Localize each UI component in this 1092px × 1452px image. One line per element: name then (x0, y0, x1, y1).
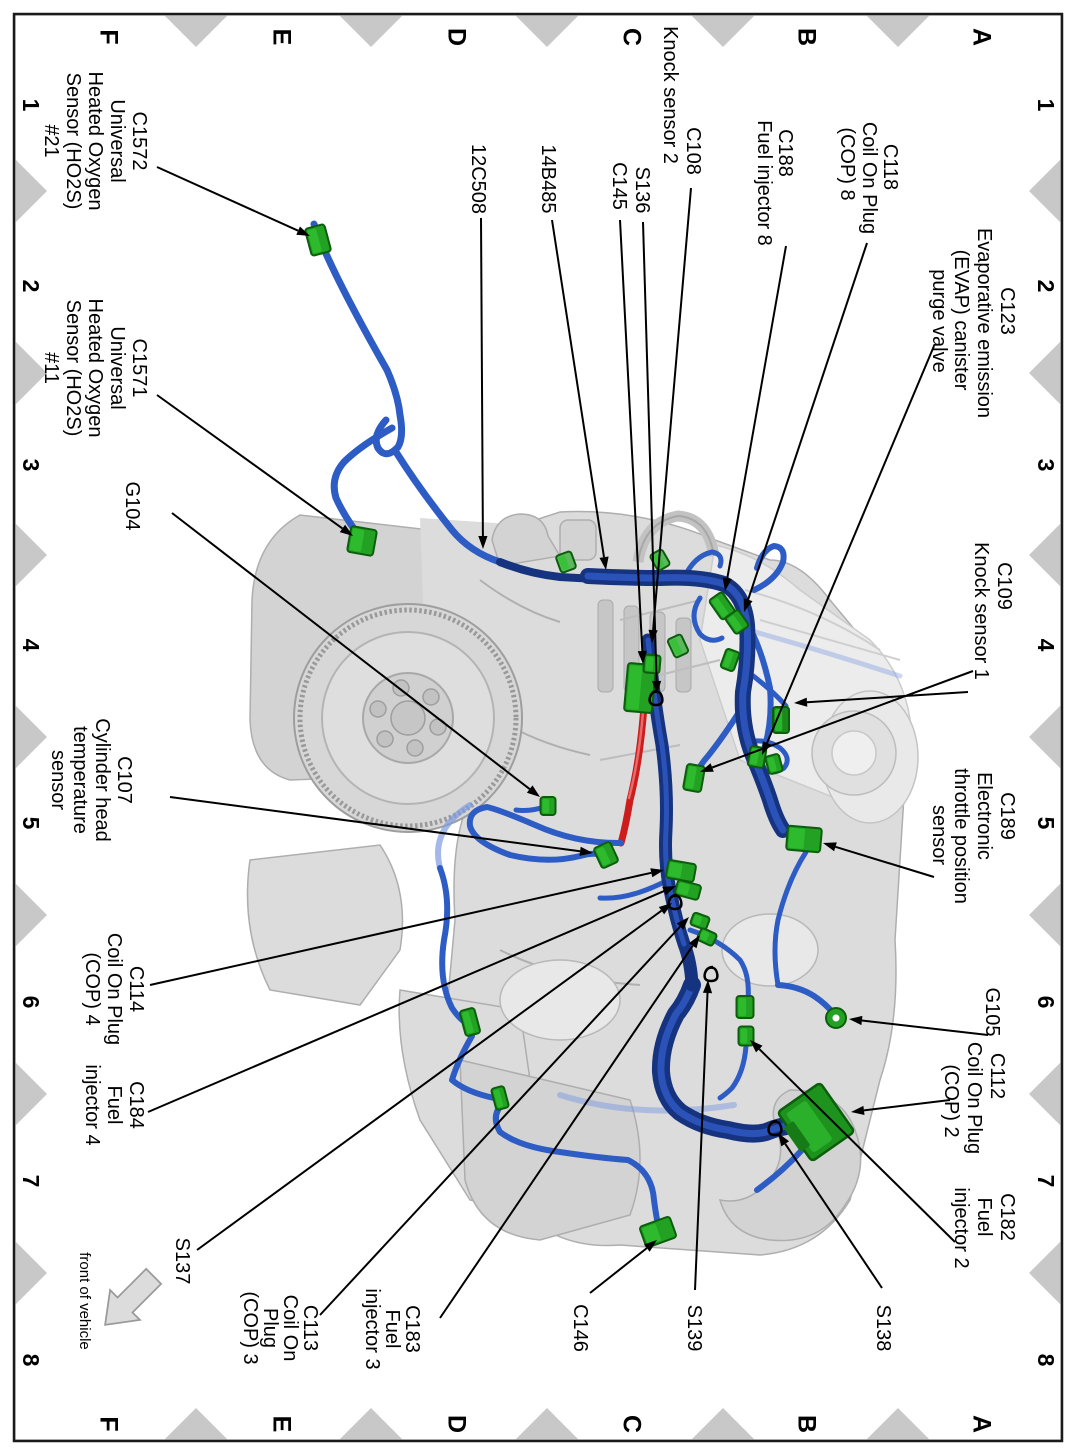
svg-text:D: D (442, 28, 470, 46)
svg-text:(EVAP) canister: (EVAP) canister (950, 250, 972, 391)
svg-text:Fuel: Fuel (381, 1310, 403, 1349)
svg-text:C123: C123 (996, 287, 1018, 335)
svg-text:C184: C184 (125, 1081, 147, 1129)
svg-text:sensor: sensor (928, 805, 950, 865)
svg-text:G104: G104 (121, 482, 143, 531)
svg-text:8: 8 (18, 1354, 44, 1367)
svg-text:C188: C188 (774, 129, 796, 177)
svg-text:C109: C109 (993, 562, 1015, 610)
svg-text:Fuel injector 8: Fuel injector 8 (753, 120, 775, 246)
svg-text:C1571: C1571 (128, 339, 150, 398)
svg-text:C113: C113 (299, 1305, 321, 1351)
svg-text:#11: #11 (40, 352, 62, 384)
svg-text:Fuel: Fuel (103, 1086, 125, 1125)
svg-text:2: 2 (1033, 280, 1059, 293)
svg-text:Electronic: Electronic (973, 772, 995, 860)
svg-text:12C508: 12C508 (467, 144, 489, 214)
svg-text:Fuel: Fuel (973, 1198, 995, 1237)
svg-text:1: 1 (18, 99, 44, 112)
svg-text:purge valve: purge valve (928, 269, 950, 372)
svg-text:5: 5 (18, 817, 44, 830)
svg-text:C146: C146 (569, 1304, 591, 1352)
svg-text:(COP) 2: (COP) 2 (940, 1064, 962, 1137)
svg-text:C: C (617, 1415, 645, 1433)
svg-text:14B485: 14B485 (537, 145, 559, 214)
svg-text:C1572: C1572 (128, 112, 150, 171)
svg-text:C: C (617, 28, 645, 46)
svg-text:4: 4 (18, 639, 44, 652)
svg-text:C182: C182 (996, 1193, 1018, 1241)
svg-text:Heated Oxygen: Heated Oxygen (84, 72, 106, 211)
svg-text:5: 5 (1033, 817, 1059, 830)
svg-text:Universal: Universal (106, 99, 128, 182)
svg-text:(COP) 4: (COP) 4 (81, 952, 103, 1025)
svg-text:C112: C112 (986, 1053, 1008, 1099)
svg-text:sensor: sensor (47, 750, 69, 810)
svg-text:Coil On Plug: Coil On Plug (103, 933, 125, 1045)
svg-text:B: B (792, 1415, 820, 1433)
svg-text:Universal: Universal (106, 326, 128, 409)
svg-text:injector 3: injector 3 (361, 1288, 383, 1369)
svg-text:S136: S136 (631, 167, 653, 214)
svg-text:C145: C145 (608, 162, 630, 210)
svg-text:F: F (94, 29, 122, 44)
svg-text:7: 7 (1033, 1175, 1059, 1188)
svg-text:C189: C189 (996, 792, 1018, 840)
svg-text:A: A (967, 28, 995, 46)
svg-text:Coil On Plug: Coil On Plug (963, 1042, 985, 1154)
svg-text:S139: S139 (683, 1305, 705, 1352)
svg-text:Evaporative emission: Evaporative emission (973, 228, 995, 418)
svg-text:E: E (267, 29, 295, 46)
svg-text:D: D (442, 1415, 470, 1433)
svg-text:(COP) 3: (COP) 3 (239, 1291, 261, 1364)
svg-text:8: 8 (1033, 1354, 1059, 1367)
svg-text:throttle position: throttle position (950, 768, 972, 904)
svg-text:S138: S138 (872, 1305, 894, 1352)
svg-text:Sensor (HO2S): Sensor (HO2S) (62, 73, 84, 210)
svg-text:C118: C118 (879, 144, 901, 190)
svg-text:C183: C183 (401, 1305, 423, 1353)
svg-text:Coil On Plug: Coil On Plug (858, 122, 880, 234)
svg-text:Knock sensor 1: Knock sensor 1 (970, 542, 992, 680)
svg-text:6: 6 (1033, 996, 1059, 1009)
svg-text:7: 7 (18, 1175, 44, 1188)
svg-text:C107: C107 (113, 756, 135, 804)
svg-text:G105: G105 (981, 988, 1003, 1037)
svg-text:C108: C108 (682, 127, 704, 175)
svg-text:S137: S137 (171, 1238, 193, 1285)
svg-text:#21: #21 (40, 124, 62, 157)
svg-text:injector 4: injector 4 (81, 1064, 103, 1145)
svg-text:F: F (94, 1416, 122, 1431)
svg-text:1: 1 (1033, 99, 1059, 112)
svg-text:front of vehicle: front of vehicle (76, 1252, 93, 1350)
svg-text:E: E (267, 1416, 295, 1433)
svg-text:Cylinder head: Cylinder head (91, 718, 113, 841)
svg-text:Knock sensor 2: Knock sensor 2 (659, 26, 681, 164)
svg-text:Plug: Plug (259, 1308, 281, 1348)
svg-text:3: 3 (1033, 459, 1059, 472)
svg-text:Sensor (HO2S): Sensor (HO2S) (62, 300, 84, 437)
svg-text:A: A (967, 1415, 995, 1433)
svg-text:2: 2 (18, 280, 44, 293)
svg-text:Heated Oxygen: Heated Oxygen (84, 299, 106, 438)
svg-text:C114: C114 (125, 966, 147, 1012)
svg-text:Coil On: Coil On (279, 1295, 301, 1362)
svg-text:4: 4 (1033, 639, 1059, 652)
svg-text:6: 6 (18, 996, 44, 1009)
svg-text:temperature: temperature (69, 726, 91, 834)
svg-text:(COP) 8: (COP) 8 (836, 127, 858, 200)
svg-text:injector 2: injector 2 (950, 1187, 972, 1268)
svg-text:3: 3 (18, 459, 44, 472)
svg-text:B: B (792, 28, 820, 46)
